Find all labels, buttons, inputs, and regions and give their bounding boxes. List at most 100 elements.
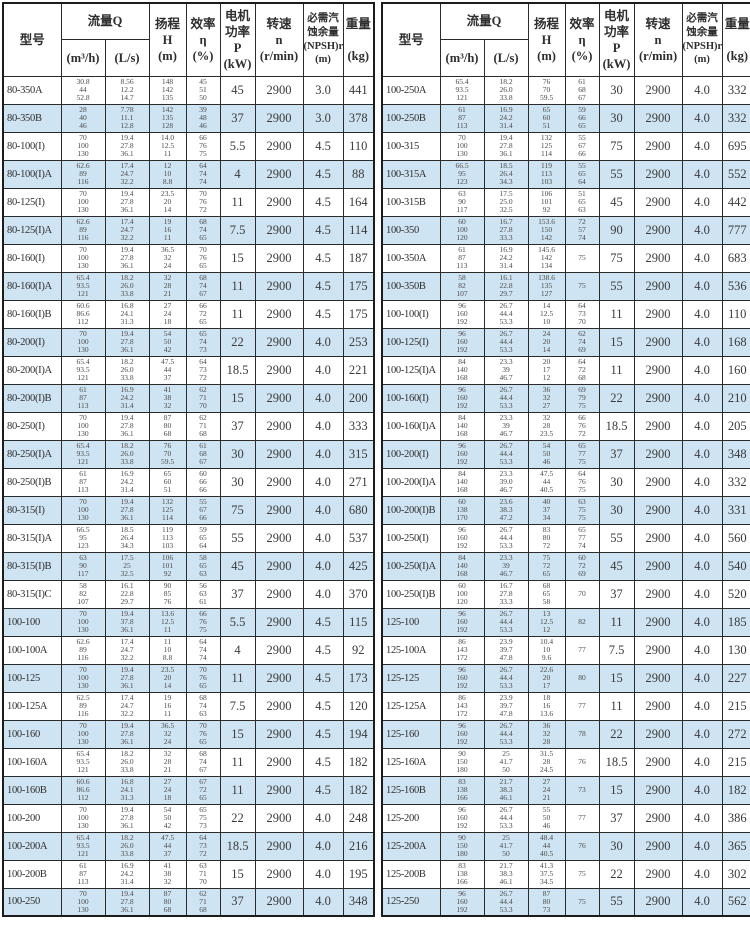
weight-cell: 185 bbox=[721, 607, 750, 637]
flow-m3h-cell: 86 143 172 bbox=[439, 635, 485, 665]
flow-ls-cell: 16.1 22.8 29.7 bbox=[483, 271, 529, 301]
flow-ls-cell: 26.7 44.4 53.3 bbox=[483, 887, 529, 917]
flow-ls-cell: 21.7 38.3 46.1 bbox=[483, 859, 529, 889]
flow-m3h-cell: 65.4 93.5 121 bbox=[60, 747, 106, 777]
head-cell: 31.5 28 24.5 bbox=[527, 747, 566, 777]
efficiency-cell: 60 66 66 bbox=[185, 467, 221, 497]
efficiency-cell: 66 72 65 bbox=[185, 299, 221, 329]
speed-cell: 2900 bbox=[254, 131, 304, 161]
model-cell: 100-160A bbox=[2, 747, 62, 777]
weight-cell: 216 bbox=[342, 831, 375, 861]
weight-cell: 130 bbox=[721, 635, 750, 665]
npsh-cell: 4.0 bbox=[681, 411, 723, 441]
flow-ls-cell: 17.4 24.7 32.2 bbox=[104, 215, 150, 245]
weight-header: 重量 (kg) bbox=[342, 2, 375, 77]
npsh-cell: 4.5 bbox=[302, 663, 344, 693]
npsh-cell: 4.0 bbox=[681, 103, 723, 133]
flow-m3h-cell: 96 160 192 bbox=[439, 523, 485, 553]
flow-ls-cell: 16.9 24.2 31.4 bbox=[104, 467, 150, 497]
flow-ls-cell: 26.7 44.4 53.3 bbox=[483, 383, 529, 413]
flow-m3h-cell: 66.5 95 123 bbox=[439, 159, 485, 189]
head-cell: 54 50 46 bbox=[527, 439, 566, 469]
model-cell: 100-125(I)A bbox=[381, 355, 441, 385]
flow-ls-cell: 26.7 44.4 53.3 bbox=[483, 523, 529, 553]
speed-cell: 2900 bbox=[633, 215, 683, 245]
efficiency-cell: 61 68 67 bbox=[564, 75, 600, 105]
weight-cell: 195 bbox=[342, 859, 375, 889]
model-cell: 80-160(I)A bbox=[2, 271, 62, 301]
flow-m3h-cell: 70 100 130 bbox=[60, 663, 106, 693]
power-cell: 37 bbox=[598, 439, 635, 469]
weight-cell: 110 bbox=[721, 299, 750, 329]
efficiency-cell: 75 bbox=[564, 859, 600, 889]
weight-cell: 175 bbox=[342, 299, 375, 329]
weight-cell: 386 bbox=[721, 803, 750, 833]
head-cell: 27 24 18 bbox=[148, 775, 187, 805]
head-cell: 54 50 42 bbox=[148, 803, 187, 833]
efficiency-cell: 69 79 75 bbox=[564, 383, 600, 413]
efficiency-cell: 66 76 72 bbox=[564, 411, 600, 441]
power-cell: 30 bbox=[598, 467, 635, 497]
npsh-cell: 4.0 bbox=[681, 271, 723, 301]
power-cell: 15 bbox=[598, 327, 635, 357]
power-cell: 18.5 bbox=[219, 355, 256, 385]
table-row: 80-200(I)A 65.4 93.5 121 18.2 26.0 33.8 47.… bbox=[2, 355, 375, 385]
power-header: 电机 功率 P (kW) bbox=[219, 2, 256, 77]
weight-cell: 348 bbox=[721, 439, 750, 469]
flow-ls-cell: 19.4 27.8 36.1 bbox=[104, 719, 150, 749]
flow-m3h-cell: 70 100 130 bbox=[60, 411, 106, 441]
npsh-cell: 4.0 bbox=[681, 75, 723, 105]
flow-ls-cell: 18.5 26.4 34.3 bbox=[104, 523, 150, 553]
power-header: 电机 功率 P (kW) bbox=[598, 2, 635, 77]
npsh-cell: 4.5 bbox=[302, 159, 344, 189]
efficiency-cell: 55 65 64 bbox=[564, 159, 600, 189]
speed-cell: 2900 bbox=[633, 467, 683, 497]
head-cell: 11 10 8.8 bbox=[148, 635, 187, 665]
speed-cell: 2900 bbox=[633, 355, 683, 385]
weight-cell: 552 bbox=[721, 159, 750, 189]
speed-cell: 2900 bbox=[254, 831, 304, 861]
weight-cell: 370 bbox=[342, 579, 375, 609]
head-cell: 22.6 20 17 bbox=[527, 663, 566, 693]
power-cell: 18.5 bbox=[598, 747, 635, 777]
efficiency-cell: 58 65 63 bbox=[185, 551, 221, 581]
flow-ls-cell: 18.5 26.4 34.3 bbox=[483, 159, 529, 189]
power-cell: 15 bbox=[598, 663, 635, 693]
speed-cell: 2900 bbox=[254, 75, 304, 105]
table-row: 80-125(I)A 62.6 89 116 17.4 24.7 32.2 19 16… bbox=[2, 215, 375, 245]
npsh-cell: 4.0 bbox=[302, 439, 344, 469]
flow-ls-cell: 23.3 39 46.7 bbox=[483, 551, 529, 581]
power-cell: 30 bbox=[219, 467, 256, 497]
weight-cell: 537 bbox=[342, 523, 375, 553]
flow-m3h-cell: 62.6 89 116 bbox=[60, 159, 106, 189]
weight-cell: 253 bbox=[342, 327, 375, 357]
efficiency-cell: 61 68 67 bbox=[185, 439, 221, 469]
efficiency-cell: 66 76 75 bbox=[185, 607, 221, 637]
power-cell: 30 bbox=[598, 495, 635, 525]
speed-cell: 2900 bbox=[254, 439, 304, 469]
speed-cell: 2900 bbox=[633, 439, 683, 469]
head-cell: 68 65 58 bbox=[527, 579, 566, 609]
efficiency-cell: 65 74 73 bbox=[185, 327, 221, 357]
table-row: 100-200B 61 87 113 16.9 24.2 31.4 41 38 32 6… bbox=[2, 859, 375, 889]
npsh-cell: 4.0 bbox=[681, 243, 723, 273]
flow-m3h-cell: 96 160 192 bbox=[439, 327, 485, 357]
power-cell: 22 bbox=[598, 859, 635, 889]
speed-cell: 2900 bbox=[254, 719, 304, 749]
head-cell: 106 101 92 bbox=[527, 187, 566, 217]
model-cell: 80-350A bbox=[2, 75, 62, 105]
weight-cell: 378 bbox=[342, 103, 375, 133]
flow-ls-cell: 19.4 27.8 36.1 bbox=[104, 495, 150, 525]
flow-ls-cell: 25 41.7 50 bbox=[483, 747, 529, 777]
weight-cell: 683 bbox=[721, 243, 750, 273]
model-cell: 100-100 bbox=[2, 607, 62, 637]
model-cell: 80-315(I) bbox=[2, 495, 62, 525]
flow-m3h-cell: 96 160 192 bbox=[439, 383, 485, 413]
head-cell: 27 24 18 bbox=[148, 299, 187, 329]
model-cell: 80-315(I)B bbox=[2, 551, 62, 581]
flow-m3h-cell: 84 140 168 bbox=[439, 355, 485, 385]
head-cell: 148 142 135 bbox=[148, 75, 187, 105]
power-cell: 7.5 bbox=[598, 635, 635, 665]
model-cell: 80-250(I)B bbox=[2, 467, 62, 497]
head-cell: 106 101 92 bbox=[148, 551, 187, 581]
